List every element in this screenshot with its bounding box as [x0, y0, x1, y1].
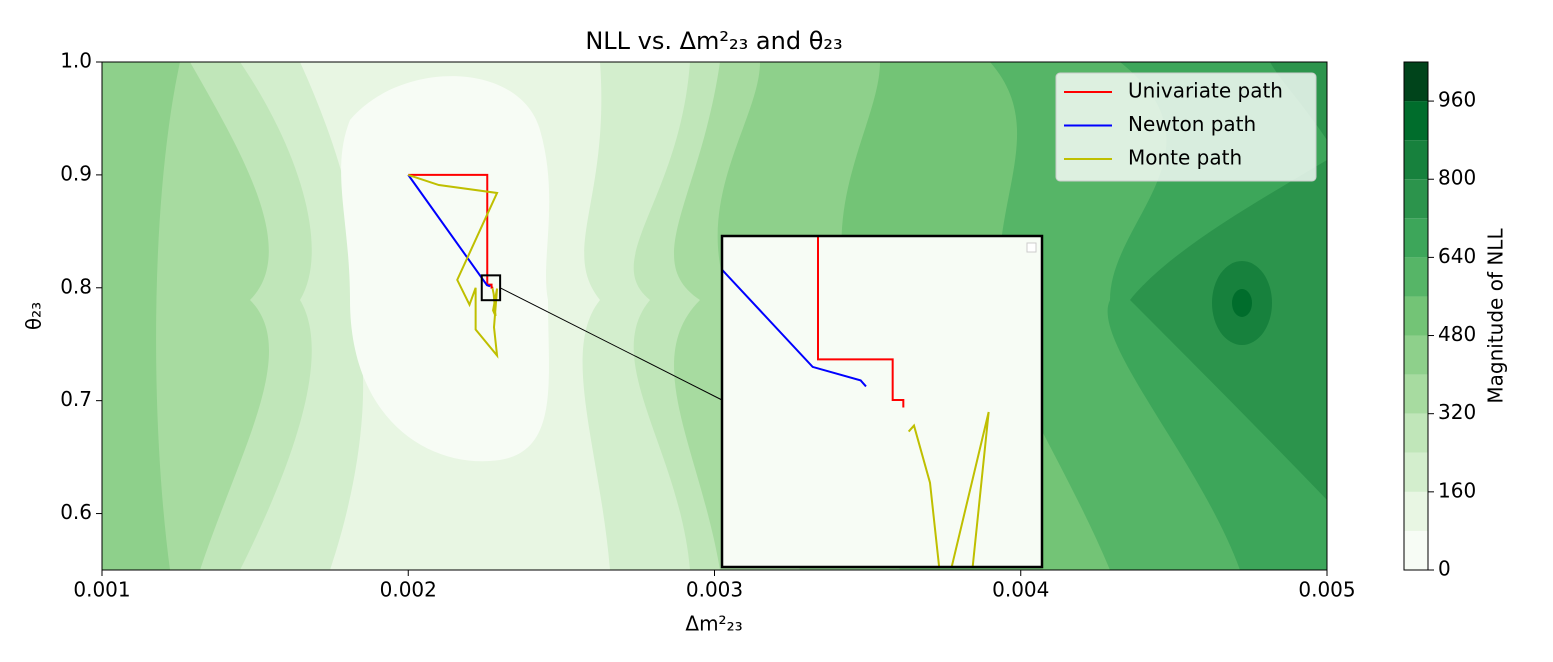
colorbar-label: Magnitude of NLL — [1484, 228, 1508, 404]
colorbar-band — [1404, 335, 1428, 375]
colorbar-tick-label: 640 — [1438, 244, 1476, 268]
colorbar-band — [1404, 179, 1428, 219]
colorbar-band — [1404, 374, 1428, 414]
y-tick-label: 0.7 — [60, 387, 92, 411]
colorbar-tick-label: 480 — [1438, 322, 1476, 346]
colorbar-band — [1404, 218, 1428, 258]
colorbar-tick-label: 960 — [1438, 88, 1476, 112]
series-line — [408, 173, 494, 289]
colorbar-band — [1404, 530, 1428, 570]
colorbar-band — [1404, 491, 1428, 531]
x-tick-label: 0.005 — [1298, 578, 1355, 602]
inset — [480, 234, 1044, 569]
colorbar-band — [1404, 101, 1428, 141]
colorbar-frame — [1403, 61, 1429, 571]
x-tick-label: 0.003 — [686, 578, 743, 602]
y-tick-label: 1.0 — [60, 49, 92, 73]
zoom-connector — [499, 287, 723, 401]
colorbar-tick-label: 320 — [1438, 400, 1476, 424]
x-tick-label: 0.001 — [73, 578, 130, 602]
inset-frame — [720, 234, 1044, 569]
legend-label: Newton path — [1128, 112, 1256, 136]
inset-plot — [722, 236, 990, 567]
contour-region — [102, 62, 180, 570]
colorbar-tick-label: 0 — [1438, 557, 1451, 581]
colorbar: 0 160 320 480 640 800 960 — [1403, 61, 1476, 581]
y-tick-label: 0.6 — [60, 500, 92, 524]
y-tick-label: 0.9 — [60, 161, 92, 185]
legend-label: Univariate path — [1128, 79, 1283, 103]
legend: Univariate path Newton path Monte path — [1055, 72, 1317, 182]
contour-region — [1232, 289, 1252, 317]
colorbar-band — [1404, 413, 1428, 453]
colorbar-tick-label: 160 — [1438, 478, 1476, 502]
legend-label: Monte path — [1128, 146, 1242, 170]
series-line — [407, 174, 491, 288]
series-line — [722, 268, 867, 388]
y-axis-label: θ₂₃ — [22, 302, 46, 330]
x-axis-label: Δm²₂₃ — [685, 612, 742, 636]
colorbar-band — [1404, 257, 1428, 297]
y-tick-label: 0.8 — [60, 274, 92, 298]
colorbar-band — [1404, 452, 1428, 492]
inset-legend-box — [1026, 242, 1037, 253]
series-line — [407, 173, 499, 359]
axes: 0.001 0.002 0.003 0.004 0.005 0.6 0.7 0.8 0.9 1.0 — [60, 49, 1355, 602]
inset-background — [722, 236, 1042, 567]
legend-box — [1055, 72, 1317, 182]
colorbar-band — [1404, 140, 1428, 180]
colorbar-band — [1404, 296, 1428, 336]
plot-area — [407, 173, 499, 359]
chart-title: NLL vs. Δm²₂₃ and θ₂₃ — [585, 27, 842, 55]
colorbar-tick-label: 800 — [1438, 166, 1476, 190]
x-tick-label: 0.002 — [380, 578, 437, 602]
series-line — [817, 236, 905, 408]
x-tick-label: 0.004 — [992, 578, 1049, 602]
colorbar-band — [1404, 62, 1428, 102]
contour-region — [341, 76, 550, 462]
